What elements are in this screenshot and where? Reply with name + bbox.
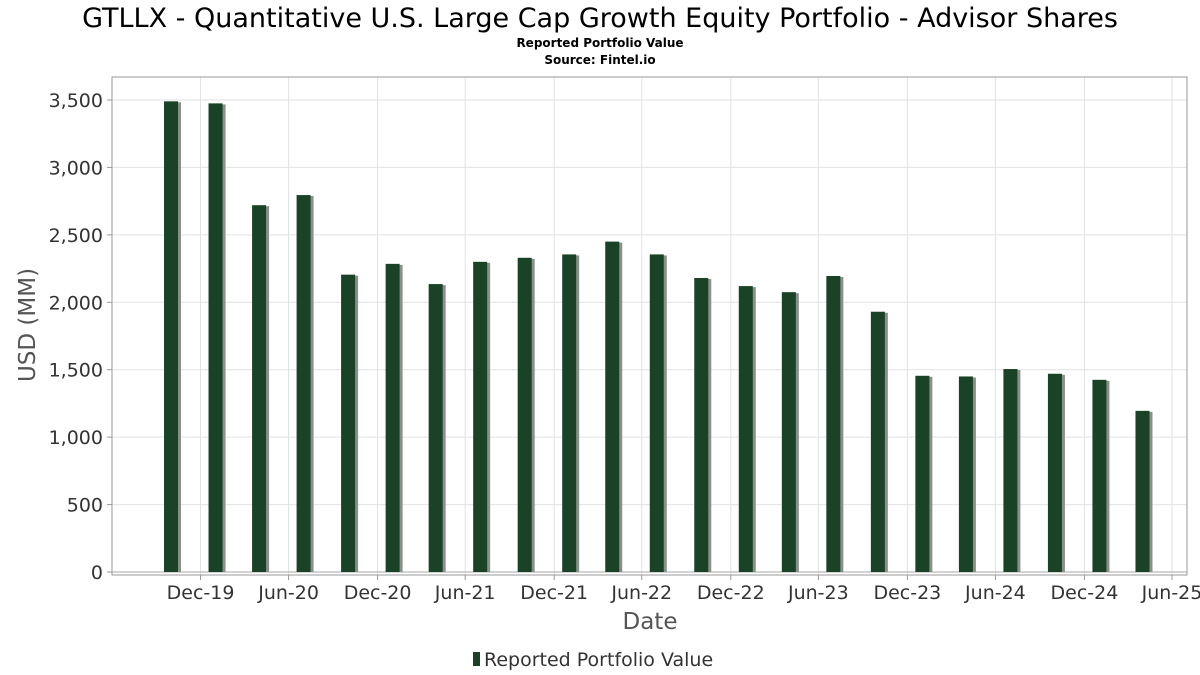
x-tick-label: Dec-23	[873, 582, 941, 604]
x-axis-ticks: Dec-19 Jun-20 Dec-20 Jun-21 Dec-21 Jun-22 Dec-…	[167, 575, 1200, 604]
bar	[958, 376, 973, 572]
bar	[164, 101, 179, 572]
x-tick-label: Dec-21	[520, 582, 588, 604]
x-tick-label: Jun-22	[610, 582, 672, 604]
legend-label: Reported Portfolio Value	[484, 649, 713, 671]
y-tick-label: 2,500	[49, 225, 103, 247]
bar	[296, 195, 311, 572]
x-tick-label: Jun-23	[787, 582, 849, 604]
bar	[385, 263, 400, 572]
bar	[562, 254, 577, 572]
bar	[1047, 373, 1062, 572]
bar	[473, 261, 488, 572]
bar	[208, 103, 223, 572]
bar	[341, 274, 356, 572]
legend-swatch	[473, 652, 480, 666]
y-tick-label: 0	[91, 562, 103, 584]
bar	[781, 292, 796, 572]
bar	[1135, 410, 1150, 572]
x-tick-label: Jun-21	[434, 582, 496, 604]
x-tick-label: Dec-20	[344, 582, 412, 604]
y-tick-label: 3,000	[49, 157, 103, 179]
y-tick-label: 1,500	[49, 360, 103, 382]
y-tick-label: 500	[67, 495, 103, 517]
bar	[517, 257, 532, 572]
x-tick-label: Dec-22	[697, 582, 765, 604]
bar	[649, 254, 664, 572]
bar	[605, 241, 620, 572]
y-axis-ticks: 0 500 1,000 1,500 2,000 2,500 3,000 3,500	[49, 90, 112, 584]
y-tick-label: 2,000	[49, 292, 103, 314]
plot-area	[111, 76, 1188, 576]
chart-subtitle: Reported Portfolio Value	[516, 36, 683, 50]
bar	[428, 284, 443, 572]
chart-source: Source: Fintel.io	[544, 53, 655, 67]
bar	[915, 375, 930, 572]
x-tick-label: Jun-24	[964, 582, 1026, 604]
y-tick-label: 3,500	[49, 90, 103, 112]
bar	[694, 278, 709, 572]
bar	[826, 275, 841, 572]
y-tick-label: 1,000	[49, 427, 103, 449]
bar	[870, 311, 885, 572]
bar	[1003, 369, 1018, 572]
bar	[252, 205, 267, 572]
bar	[738, 286, 753, 572]
x-tick-label: Dec-19	[167, 582, 235, 604]
x-tick-label: Dec-24	[1051, 582, 1119, 604]
gridlines	[112, 77, 1187, 575]
x-tick-label: Jun-20	[257, 582, 319, 604]
legend: Reported Portfolio Value	[473, 649, 713, 671]
y-axis-label: USD (MM)	[15, 268, 41, 382]
bars	[164, 101, 1153, 572]
x-tick-label: Jun-25	[1141, 582, 1200, 604]
bar	[1092, 379, 1107, 572]
chart-title: GTLLX - Quantitative U.S. Large Cap Grow…	[82, 3, 1118, 34]
x-axis-label: Date	[623, 609, 678, 635]
